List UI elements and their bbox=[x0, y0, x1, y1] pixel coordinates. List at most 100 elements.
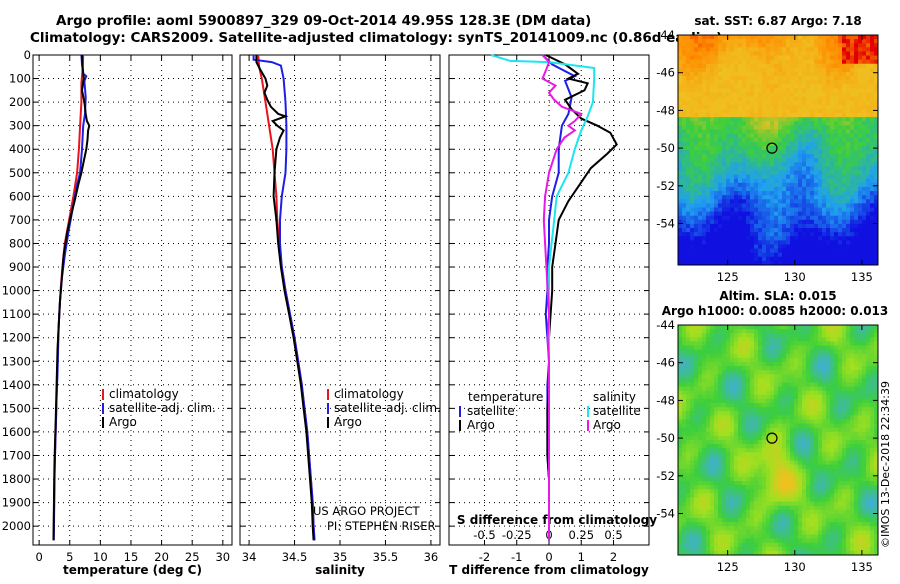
heatmap-cell bbox=[858, 191, 863, 196]
heatmap-cell bbox=[742, 383, 747, 388]
heatmap-cell bbox=[790, 346, 795, 351]
heatmap-cell bbox=[806, 411, 811, 416]
heatmap-cell bbox=[722, 399, 727, 404]
heatmap-cell bbox=[838, 203, 843, 208]
heatmap-cell bbox=[694, 456, 699, 461]
heatmap-cell bbox=[774, 68, 779, 73]
heatmap-cell bbox=[750, 142, 755, 147]
heatmap-cell bbox=[802, 113, 807, 118]
heatmap-cell bbox=[746, 43, 751, 48]
heatmap-cell bbox=[690, 399, 695, 404]
heatmap-cell bbox=[806, 84, 811, 89]
heatmap-cell bbox=[830, 150, 835, 155]
heatmap-cell bbox=[858, 236, 863, 241]
heatmap-cell bbox=[850, 337, 855, 342]
y-tick-label: 400 bbox=[9, 142, 31, 156]
heatmap-cell bbox=[718, 362, 723, 367]
heatmap-cell bbox=[754, 142, 759, 147]
heatmap-cell bbox=[742, 424, 747, 429]
heatmap-cell bbox=[838, 232, 843, 237]
heatmap-cell bbox=[694, 199, 699, 204]
heatmap-cell bbox=[678, 121, 683, 126]
heatmap-cell bbox=[818, 236, 823, 241]
heatmap-cell bbox=[790, 146, 795, 151]
x-tick-label-secondary: 0.5 bbox=[604, 528, 622, 542]
heatmap-cell bbox=[858, 97, 863, 102]
heatmap-cell bbox=[822, 236, 827, 241]
heatmap-cell bbox=[838, 109, 843, 114]
heatmap-cell bbox=[762, 346, 767, 351]
heatmap-cell bbox=[774, 257, 779, 262]
heatmap-cell bbox=[750, 232, 755, 237]
heatmap-cell bbox=[870, 175, 875, 180]
heatmap-cell bbox=[782, 358, 787, 363]
heatmap-cell bbox=[798, 419, 803, 424]
heatmap-cell bbox=[862, 64, 867, 69]
heatmap-cell bbox=[730, 51, 735, 56]
heatmap-cell bbox=[694, 249, 699, 254]
heatmap-cell bbox=[806, 224, 811, 229]
heatmap-cell bbox=[718, 195, 723, 200]
heatmap-cell bbox=[822, 68, 827, 73]
heatmap-cell bbox=[678, 395, 683, 400]
heatmap-cell bbox=[726, 47, 731, 52]
heatmap-cell bbox=[730, 461, 735, 466]
heatmap-cell bbox=[718, 224, 723, 229]
heatmap-cell bbox=[682, 383, 687, 388]
heatmap-cell bbox=[854, 370, 859, 375]
heatmap-cell bbox=[686, 134, 691, 139]
heatmap-cell bbox=[694, 329, 699, 334]
heatmap-cell bbox=[770, 419, 775, 424]
heatmap-cell bbox=[846, 146, 851, 151]
heatmap-cell bbox=[806, 88, 811, 93]
heatmap-cell bbox=[790, 175, 795, 180]
heatmap-cell bbox=[822, 129, 827, 134]
heatmap-cell bbox=[682, 440, 687, 445]
heatmap-cell bbox=[830, 56, 835, 61]
heatmap-cell bbox=[678, 370, 683, 375]
heatmap-cell bbox=[710, 43, 715, 48]
heatmap-cell bbox=[746, 35, 751, 40]
heatmap-cell bbox=[690, 236, 695, 241]
heatmap-cell bbox=[754, 354, 759, 359]
heatmap-cell bbox=[806, 407, 811, 412]
heatmap-cell bbox=[706, 358, 711, 363]
heatmap-cell bbox=[830, 236, 835, 241]
heatmap-cell bbox=[822, 142, 827, 147]
heatmap-cell bbox=[770, 346, 775, 351]
heatmap-cell bbox=[682, 212, 687, 217]
heatmap-cell bbox=[750, 354, 755, 359]
heatmap-cell bbox=[734, 158, 739, 163]
heatmap-cell bbox=[866, 337, 871, 342]
heatmap-cell bbox=[686, 232, 691, 237]
heatmap-cell bbox=[786, 195, 791, 200]
heatmap-cell bbox=[794, 68, 799, 73]
heatmap-cell bbox=[782, 354, 787, 359]
heatmap-cell bbox=[722, 195, 727, 200]
heatmap-cell bbox=[854, 469, 859, 474]
heatmap-cell bbox=[698, 39, 703, 44]
heatmap-cell bbox=[770, 105, 775, 110]
heatmap-cell bbox=[826, 469, 831, 474]
heatmap-cell bbox=[774, 419, 779, 424]
heatmap-cell bbox=[790, 142, 795, 147]
heatmap-cell bbox=[762, 469, 767, 474]
heatmap-cell bbox=[754, 236, 759, 241]
heatmap-cell bbox=[746, 350, 751, 355]
heatmap-cell bbox=[742, 216, 747, 221]
heatmap-cell bbox=[710, 350, 715, 355]
heatmap-cell bbox=[758, 473, 763, 478]
heatmap-cell bbox=[862, 249, 867, 254]
heatmap-cell bbox=[770, 436, 775, 441]
heatmap-cell bbox=[714, 171, 719, 176]
heatmap-cell bbox=[682, 105, 687, 110]
heatmap-cell bbox=[718, 125, 723, 130]
heatmap-cell bbox=[766, 154, 771, 159]
heatmap-cell bbox=[838, 166, 843, 171]
heatmap-cell bbox=[826, 199, 831, 204]
heatmap-cell bbox=[706, 440, 711, 445]
heatmap-cell bbox=[734, 452, 739, 457]
heatmap-cell bbox=[854, 465, 859, 470]
heatmap-cell bbox=[702, 105, 707, 110]
heatmap-cell bbox=[870, 391, 875, 396]
